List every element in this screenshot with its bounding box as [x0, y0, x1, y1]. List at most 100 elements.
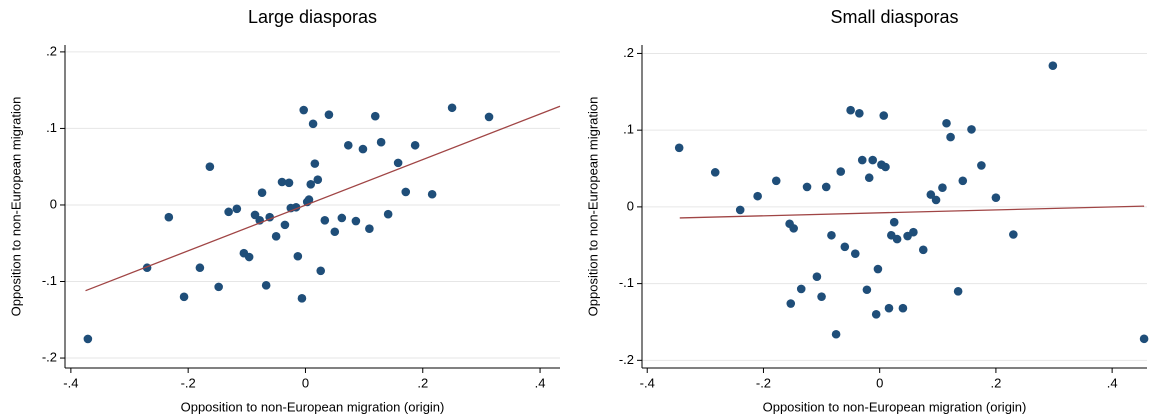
point	[674, 143, 684, 153]
point	[938, 183, 947, 193]
point	[953, 286, 963, 296]
point	[802, 182, 812, 192]
point	[821, 182, 831, 192]
y-tick-label: -.2	[619, 352, 634, 367]
fit-line	[85, 105, 561, 292]
point	[879, 111, 889, 120]
point	[831, 329, 841, 339]
point	[308, 119, 318, 129]
point	[855, 108, 864, 118]
x-tick-label: .4	[535, 375, 546, 390]
x-tick-label: .2	[990, 375, 1001, 390]
point	[330, 227, 340, 237]
y-tick-label: 0	[627, 198, 634, 213]
point	[316, 266, 326, 276]
point	[401, 187, 411, 197]
point	[898, 303, 908, 313]
point	[735, 205, 745, 215]
point	[817, 292, 826, 301]
point	[351, 216, 361, 226]
point	[786, 299, 796, 308]
point	[261, 281, 271, 290]
point	[365, 224, 374, 233]
y-axis-label: Opposition to non-European migration	[8, 97, 23, 317]
y-tick-label: .2	[623, 45, 634, 60]
point	[1009, 230, 1018, 239]
point	[271, 232, 281, 241]
point	[370, 111, 380, 121]
point	[862, 285, 872, 295]
point	[857, 155, 867, 165]
point	[840, 242, 850, 252]
x-tick-label: -.4	[63, 375, 78, 390]
point	[771, 176, 781, 186]
point	[304, 195, 314, 204]
y-tick-label: .1	[623, 122, 634, 137]
point	[393, 158, 403, 168]
point	[383, 209, 393, 219]
x-tick-label: -.2	[181, 375, 196, 390]
point	[320, 215, 330, 225]
point	[812, 272, 822, 282]
point	[195, 263, 205, 273]
point	[836, 167, 846, 176]
point	[892, 234, 902, 244]
point	[224, 207, 233, 217]
point	[310, 159, 320, 168]
point	[293, 251, 303, 261]
point	[864, 173, 874, 183]
point	[918, 245, 928, 255]
point	[324, 110, 334, 119]
point	[710, 168, 720, 177]
point	[83, 334, 93, 344]
point	[299, 105, 309, 115]
point	[376, 137, 386, 147]
x-tick-label: -.4	[640, 375, 655, 390]
point	[946, 132, 955, 142]
point	[447, 103, 457, 113]
point	[871, 309, 881, 319]
point	[280, 220, 290, 230]
y-tick-label: 0	[50, 196, 57, 211]
point	[991, 193, 1001, 202]
x-tick-label: 0	[302, 375, 309, 390]
point	[977, 161, 986, 170]
point	[827, 230, 836, 240]
point	[873, 264, 883, 274]
point	[179, 292, 189, 302]
y-tick-label: .1	[46, 120, 57, 135]
point	[214, 282, 223, 292]
fit-line	[679, 205, 1145, 219]
point	[868, 155, 878, 165]
point	[257, 188, 267, 198]
point	[244, 252, 254, 262]
point	[931, 195, 941, 205]
point	[889, 217, 899, 227]
point	[205, 162, 215, 171]
point	[358, 144, 368, 154]
y-tick-label: -.2	[42, 349, 57, 364]
point	[343, 140, 353, 150]
x-axis-label: Opposition to non-European migration (or…	[763, 399, 1027, 414]
point	[337, 213, 347, 223]
x-tick-label: .2	[417, 375, 428, 390]
point	[297, 294, 307, 303]
point	[926, 190, 936, 199]
point	[884, 303, 894, 313]
point	[846, 105, 855, 115]
x-axis-label: Opposition to non-European migration (or…	[181, 399, 445, 414]
point	[1139, 334, 1149, 344]
point	[881, 162, 890, 172]
point	[967, 125, 976, 134]
point	[232, 204, 242, 214]
y-tick-label: -.1	[42, 273, 57, 288]
x-tick-label: 0	[876, 375, 883, 390]
point	[313, 175, 323, 185]
chart-title: Large diasporas	[248, 7, 377, 27]
point	[164, 212, 174, 222]
point	[427, 189, 437, 199]
point	[1048, 61, 1058, 71]
point	[484, 112, 494, 122]
y-tick-label: -.1	[619, 275, 634, 290]
